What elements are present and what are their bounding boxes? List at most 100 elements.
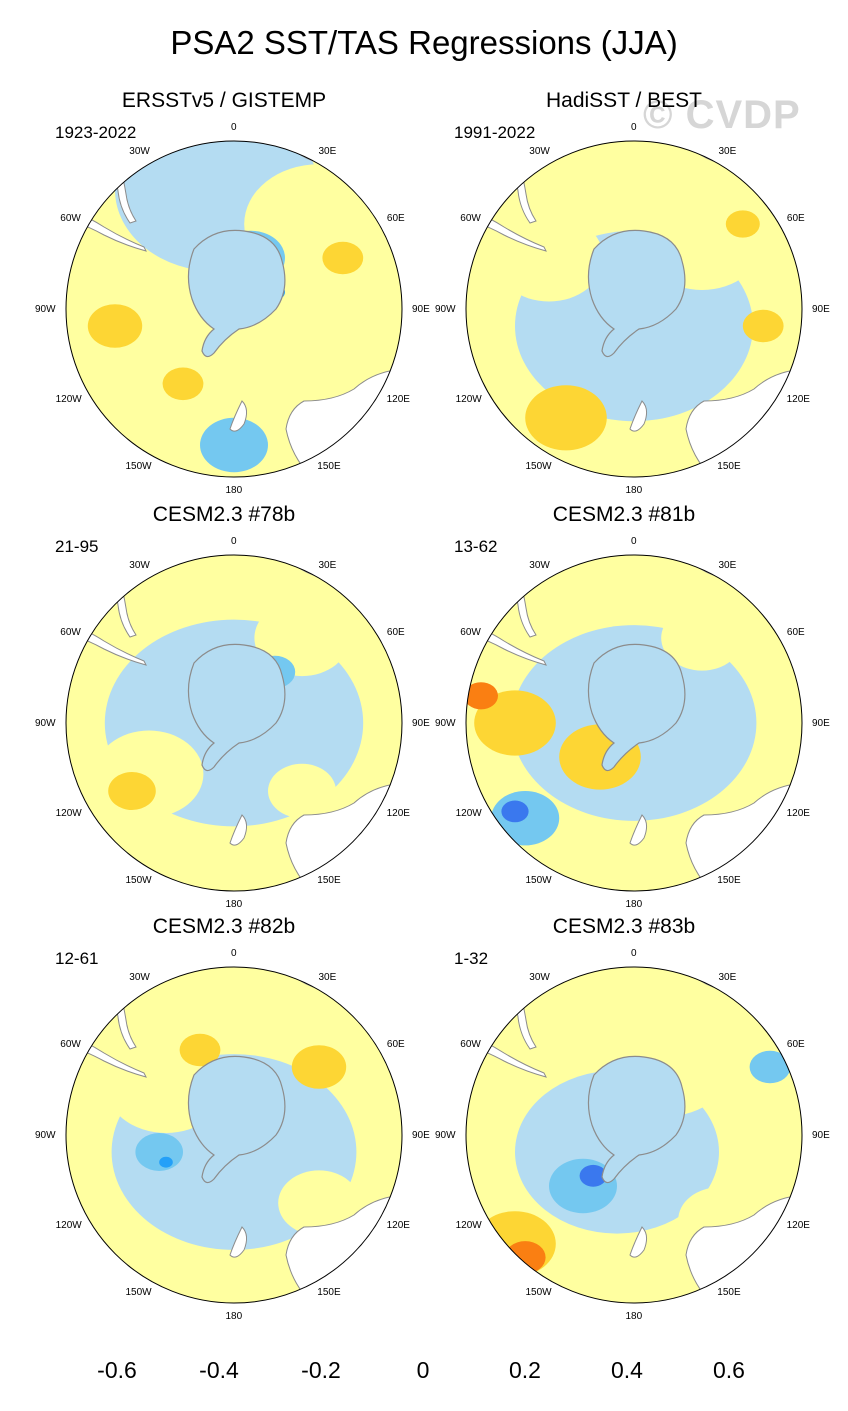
longitude-label: 60W: [460, 212, 481, 224]
panel-title: CESM2.3 #78b: [152, 503, 296, 526]
longitude-label: 150W: [125, 1286, 152, 1298]
new-zealand-coast: [229, 814, 248, 846]
longitude-label: 150E: [317, 1286, 341, 1298]
anomaly-contour: [162, 367, 204, 401]
longitude-label: 30W: [129, 560, 150, 572]
antarctica-coast: [587, 643, 686, 772]
colorbar: [15, 1331, 833, 1356]
map-boundary: [65, 554, 403, 892]
anomaly-contour: [278, 1170, 360, 1236]
colorbar-label: 0.4: [611, 1357, 643, 1383]
longitude-label: 90W: [35, 717, 56, 729]
anomaly-contour: [322, 241, 364, 275]
longitude-label: 180: [225, 899, 243, 911]
longitude-label: 90E: [812, 303, 830, 315]
longitude-label: 150E: [717, 460, 741, 472]
panel-period: 21-95: [55, 537, 99, 556]
longitude-label: 60E: [786, 626, 805, 638]
longitude-label: 60W: [60, 212, 81, 224]
anomaly-contour: [135, 1133, 183, 1171]
longitude-label: 120E: [786, 808, 810, 820]
anomaly-contour: [725, 210, 760, 238]
longitude-label: 180: [625, 899, 643, 911]
longitude-label: 180: [225, 485, 243, 497]
anomaly-contour: [291, 1045, 347, 1089]
longitude-label: 30E: [718, 972, 737, 984]
longitude-label: 120W: [455, 394, 482, 406]
longitude-label: 0: [231, 121, 237, 133]
colorbar-label: 0.6: [713, 1357, 745, 1383]
longitude-label: 120W: [455, 808, 482, 820]
longitude-label: 30W: [529, 146, 550, 158]
polar-map: [65, 140, 403, 478]
longitude-label: 60W: [60, 1038, 81, 1050]
longitude-label: 90E: [412, 717, 430, 729]
longitude-label: 60W: [460, 1038, 481, 1050]
new-zealand-coast: [629, 814, 648, 846]
colorbar-label: 0.2: [509, 1357, 541, 1383]
anomaly-contour: [474, 690, 556, 756]
anomaly-contour: [525, 385, 607, 451]
longitude-label: 150W: [525, 874, 552, 886]
anomaly-contour: [466, 682, 498, 710]
longitude-label: 30E: [318, 146, 337, 158]
longitude-label: 60E: [786, 1038, 805, 1050]
longitude-label: 120E: [386, 394, 410, 406]
panel-title: CESM2.3 #81b: [552, 503, 696, 526]
longitude-label: 0: [631, 947, 637, 959]
longitude-label: 150E: [717, 1286, 741, 1298]
longitude-label: 120E: [386, 808, 410, 820]
panel-period: 1923-2022: [55, 123, 137, 142]
longitude-label: 150W: [125, 460, 152, 472]
panel-title: ERSSTv5 / GISTEMP: [121, 89, 327, 112]
longitude-label: 60W: [460, 626, 481, 638]
panel-period: 1991-2022: [454, 123, 536, 142]
longitude-label: 90E: [812, 1129, 830, 1141]
panel-period: 12-61: [55, 949, 99, 968]
anomaly-contour: [749, 1050, 791, 1084]
longitude-label: 90E: [812, 717, 830, 729]
polar-map: [65, 554, 403, 892]
panel-period: 13-62: [454, 537, 498, 556]
new-zealand-coast: [629, 400, 648, 432]
new-zealand-coast: [229, 400, 248, 432]
longitude-label: 150E: [717, 874, 741, 886]
antarctica-coast: [587, 229, 686, 358]
longitude-label: 90E: [412, 1129, 430, 1141]
longitude-label: 90W: [435, 1129, 456, 1141]
panel-title: CESM2.3 #82b: [152, 915, 296, 938]
polar-map: [465, 554, 803, 892]
figure-title: PSA2 SST/TAS Regressions (JJA): [170, 24, 678, 61]
longitude-label: 180: [625, 1311, 643, 1323]
new-zealand-coast: [629, 1226, 648, 1258]
longitude-label: 30W: [529, 972, 550, 984]
map-boundary: [65, 140, 403, 478]
longitude-label: 120E: [786, 394, 810, 406]
longitude-label: 0: [231, 947, 237, 959]
longitude-label: 120W: [55, 394, 82, 406]
anomaly-contour: [742, 309, 784, 343]
anomaly-contour: [494, 214, 604, 302]
anomaly-contour: [661, 605, 743, 671]
longitude-label: 150E: [317, 460, 341, 472]
longitude-label: 0: [631, 121, 637, 133]
longitude-label: 0: [231, 535, 237, 547]
panel-period: 1-32: [454, 949, 489, 968]
panel-cesm-82b: CESM2.3 #82b 12-61 0 30E 60E 90E 120E 150E 180…: [12, 915, 436, 1325]
anomaly-contour: [504, 1241, 546, 1274]
longitude-label: 30W: [529, 560, 550, 572]
panel-title: HadiSST / BEST: [545, 89, 702, 112]
longitude-label: 180: [625, 485, 643, 497]
longitude-label: 0: [631, 535, 637, 547]
longitude-label: 30E: [718, 560, 737, 572]
longitude-label: 150W: [525, 460, 552, 472]
longitude-label: 30W: [129, 146, 150, 158]
anomaly-contour: [179, 1033, 221, 1067]
panel-cesm-83b: CESM2.3 #83b 1-32 0 30E 60E 90E 120E 150E 180 1…: [412, 915, 836, 1325]
polar-map: [65, 966, 403, 1304]
anomaly-contour: [94, 730, 204, 818]
new-zealand-coast: [229, 1226, 248, 1258]
longitude-label: 60W: [60, 626, 81, 638]
anomaly-contour: [268, 763, 336, 819]
longitude-label: 30W: [129, 972, 150, 984]
